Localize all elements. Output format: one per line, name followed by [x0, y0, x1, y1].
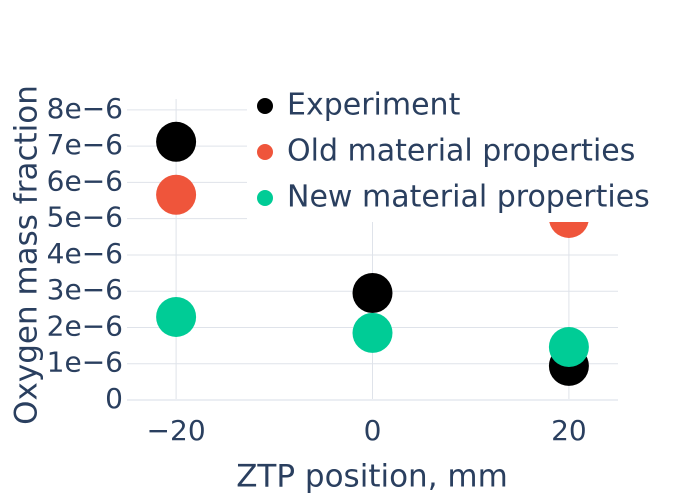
y-tick-label: 4e−6 [47, 237, 123, 270]
point [548, 327, 589, 368]
y-tick-label: 6e−6 [47, 164, 123, 197]
y-tick-label: 7e−6 [47, 128, 123, 161]
legend-label: Old material properties [287, 134, 635, 169]
point [156, 174, 197, 215]
legend-marker [257, 98, 273, 114]
point [156, 121, 197, 162]
point [156, 296, 197, 337]
y-tick-label: 3e−6 [47, 273, 123, 306]
y-tick-label: 8e−6 [47, 92, 123, 125]
y-tick-label: 5e−6 [47, 201, 123, 234]
legend: Experiment Old material properties New mat… [247, 84, 687, 222]
point [352, 273, 393, 314]
x-tick-label: −20 [147, 414, 206, 447]
point [352, 312, 393, 353]
x-tick-label: 0 [364, 414, 382, 447]
y-tick-label: 1e−6 [47, 346, 123, 379]
legend-marker [257, 144, 273, 160]
legend-label: New material properties [287, 180, 650, 215]
legend-marker [257, 190, 273, 206]
x-tick-label: 20 [551, 414, 587, 447]
x-axis-title: ZTP position, mm [236, 459, 508, 495]
y-tick-label: 0 [105, 382, 123, 415]
legend-label: Experiment [287, 88, 461, 123]
plot-area [156, 121, 589, 386]
y-axis-title: Oxygen mass fraction [9, 85, 45, 425]
y-tick-label: 2e−6 [47, 309, 123, 342]
legend-background [247, 84, 687, 222]
